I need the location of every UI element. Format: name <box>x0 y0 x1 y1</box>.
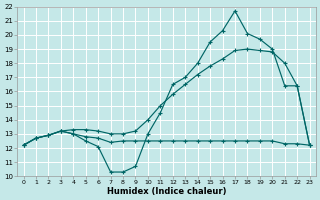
X-axis label: Humidex (Indice chaleur): Humidex (Indice chaleur) <box>107 187 226 196</box>
